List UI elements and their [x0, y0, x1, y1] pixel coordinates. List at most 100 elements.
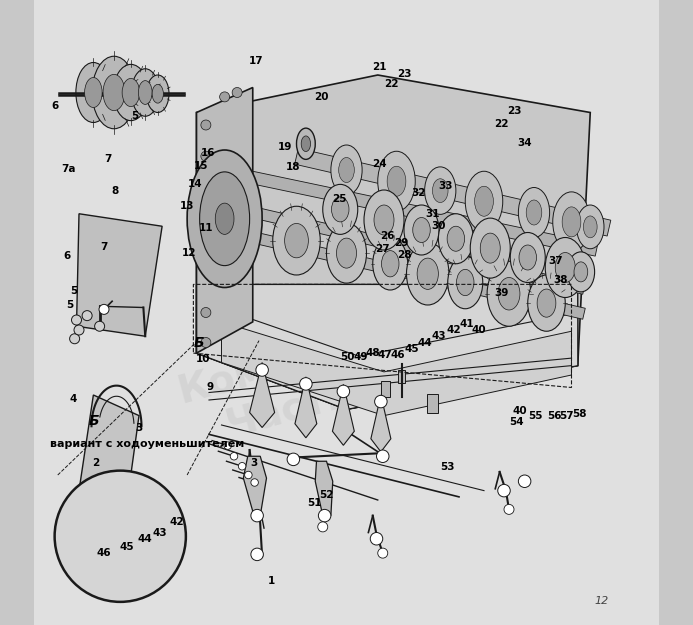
Polygon shape: [315, 461, 333, 516]
Text: 42: 42: [447, 325, 462, 335]
Circle shape: [71, 315, 82, 325]
Text: 40: 40: [513, 406, 527, 416]
Text: 44: 44: [417, 338, 432, 348]
Ellipse shape: [337, 238, 356, 268]
Circle shape: [337, 385, 350, 398]
Ellipse shape: [114, 64, 148, 121]
Circle shape: [101, 514, 114, 526]
Ellipse shape: [216, 203, 234, 234]
Circle shape: [69, 334, 80, 344]
Ellipse shape: [417, 258, 439, 289]
Circle shape: [201, 338, 211, 348]
Ellipse shape: [457, 269, 474, 296]
Circle shape: [256, 364, 268, 376]
Text: 22: 22: [384, 79, 398, 89]
Text: 26: 26: [380, 231, 394, 241]
Circle shape: [112, 504, 119, 511]
Text: 13: 13: [180, 201, 194, 211]
Ellipse shape: [407, 242, 449, 305]
Circle shape: [201, 308, 211, 318]
Ellipse shape: [76, 62, 111, 122]
Text: 45: 45: [119, 542, 134, 552]
Text: Б: Б: [89, 414, 100, 428]
Text: 23: 23: [507, 106, 521, 116]
Circle shape: [251, 548, 263, 561]
Ellipse shape: [331, 197, 349, 222]
Ellipse shape: [200, 172, 249, 266]
Polygon shape: [222, 322, 572, 416]
Polygon shape: [197, 284, 578, 409]
Ellipse shape: [382, 251, 399, 277]
Text: 51: 51: [307, 498, 322, 508]
Circle shape: [370, 532, 383, 545]
Circle shape: [299, 378, 312, 390]
Text: 42: 42: [169, 517, 184, 527]
Polygon shape: [34, 0, 659, 625]
Text: 46: 46: [390, 350, 405, 360]
Ellipse shape: [297, 128, 315, 159]
Circle shape: [220, 92, 229, 102]
Polygon shape: [239, 204, 586, 294]
Text: 28: 28: [397, 250, 411, 260]
Text: 57: 57: [559, 411, 574, 421]
Ellipse shape: [553, 192, 590, 252]
Text: 55: 55: [528, 411, 543, 421]
Circle shape: [99, 304, 109, 314]
Text: 40: 40: [472, 325, 486, 335]
Text: 33: 33: [438, 181, 453, 191]
Text: 22: 22: [494, 119, 509, 129]
Text: 7: 7: [104, 154, 112, 164]
Text: 19: 19: [278, 142, 292, 152]
Ellipse shape: [574, 262, 588, 282]
Ellipse shape: [152, 84, 164, 103]
Circle shape: [318, 509, 331, 522]
Text: 25: 25: [332, 194, 346, 204]
Circle shape: [498, 484, 510, 497]
Text: 47: 47: [378, 350, 393, 360]
Ellipse shape: [439, 214, 473, 264]
Ellipse shape: [387, 166, 406, 196]
Text: 43: 43: [153, 528, 168, 538]
Text: 37: 37: [549, 256, 563, 266]
Text: 3: 3: [135, 423, 143, 433]
Text: 12: 12: [182, 248, 196, 258]
Ellipse shape: [584, 216, 597, 238]
Ellipse shape: [425, 167, 456, 214]
Ellipse shape: [518, 188, 550, 238]
Bar: [380, 381, 390, 397]
Text: 1: 1: [268, 576, 275, 586]
Text: 5: 5: [132, 111, 139, 121]
Text: Б: Б: [193, 336, 204, 350]
Circle shape: [201, 258, 211, 268]
Text: 34: 34: [517, 138, 532, 148]
Circle shape: [230, 452, 238, 460]
Polygon shape: [371, 395, 391, 452]
Text: вариант с ходоуменьшителем: вариант с ходоуменьшителем: [50, 439, 244, 449]
Ellipse shape: [537, 289, 556, 317]
Text: 31: 31: [426, 209, 440, 219]
Ellipse shape: [273, 206, 320, 275]
Polygon shape: [76, 214, 162, 336]
Ellipse shape: [448, 256, 483, 309]
Polygon shape: [79, 395, 139, 506]
Circle shape: [87, 508, 100, 520]
Text: 23: 23: [397, 69, 411, 79]
Text: 7: 7: [100, 242, 107, 252]
Circle shape: [376, 450, 389, 462]
Ellipse shape: [562, 207, 581, 237]
Polygon shape: [249, 362, 274, 428]
Circle shape: [318, 522, 328, 532]
Circle shape: [201, 151, 211, 161]
Text: 46: 46: [97, 548, 112, 558]
Circle shape: [518, 475, 531, 488]
Circle shape: [251, 509, 263, 522]
Text: 21: 21: [371, 62, 386, 72]
Text: 4: 4: [69, 394, 76, 404]
Text: 24: 24: [371, 159, 386, 169]
Ellipse shape: [323, 184, 358, 234]
Text: 14: 14: [188, 179, 202, 189]
Polygon shape: [295, 148, 611, 236]
Text: 3: 3: [250, 458, 258, 468]
Polygon shape: [239, 229, 586, 319]
Text: 56: 56: [547, 411, 561, 421]
